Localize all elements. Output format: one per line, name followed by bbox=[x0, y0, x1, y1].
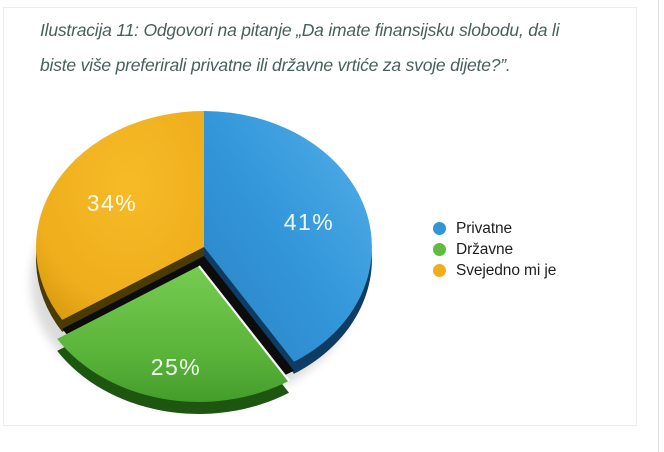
slice-highlight-edge bbox=[198, 265, 290, 382]
legend-marker-privatne bbox=[433, 222, 446, 235]
chart-legend: Privatne Državne Svejedno mi je bbox=[433, 218, 556, 281]
pie-slice-svejedno bbox=[36, 111, 204, 320]
page-edge-divider bbox=[658, 0, 659, 452]
slice-label-drzavne: 25% bbox=[151, 354, 202, 380]
legend-label-drzavne: Državne bbox=[456, 240, 514, 258]
legend-marker-svejedno bbox=[433, 264, 446, 277]
legend-label-svejedno: Svejedno mi je bbox=[456, 261, 557, 279]
caption-line-2: biste više preferirali privatne ili drža… bbox=[40, 55, 511, 75]
legend-marker-drzavne bbox=[433, 243, 446, 256]
pie-slice-drzavne bbox=[57, 266, 290, 402]
legend-item-privatne: Privatne bbox=[433, 218, 556, 239]
legend-item-drzavne: Državne bbox=[433, 239, 556, 260]
slice-label-privatne: 41% bbox=[284, 209, 335, 235]
legend-item-svejedno: Svejedno mi je bbox=[433, 260, 556, 281]
legend-label-privatne: Privatne bbox=[456, 219, 513, 237]
slice-label-svejedno: 34% bbox=[87, 190, 138, 216]
pie-slice-privatne bbox=[204, 111, 372, 362]
caption-line-1: Ilustracija 11: Odgovori na pitanje „Da … bbox=[40, 20, 560, 40]
figure-caption: Ilustracija 11: Odgovori na pitanje „Da … bbox=[40, 13, 625, 83]
